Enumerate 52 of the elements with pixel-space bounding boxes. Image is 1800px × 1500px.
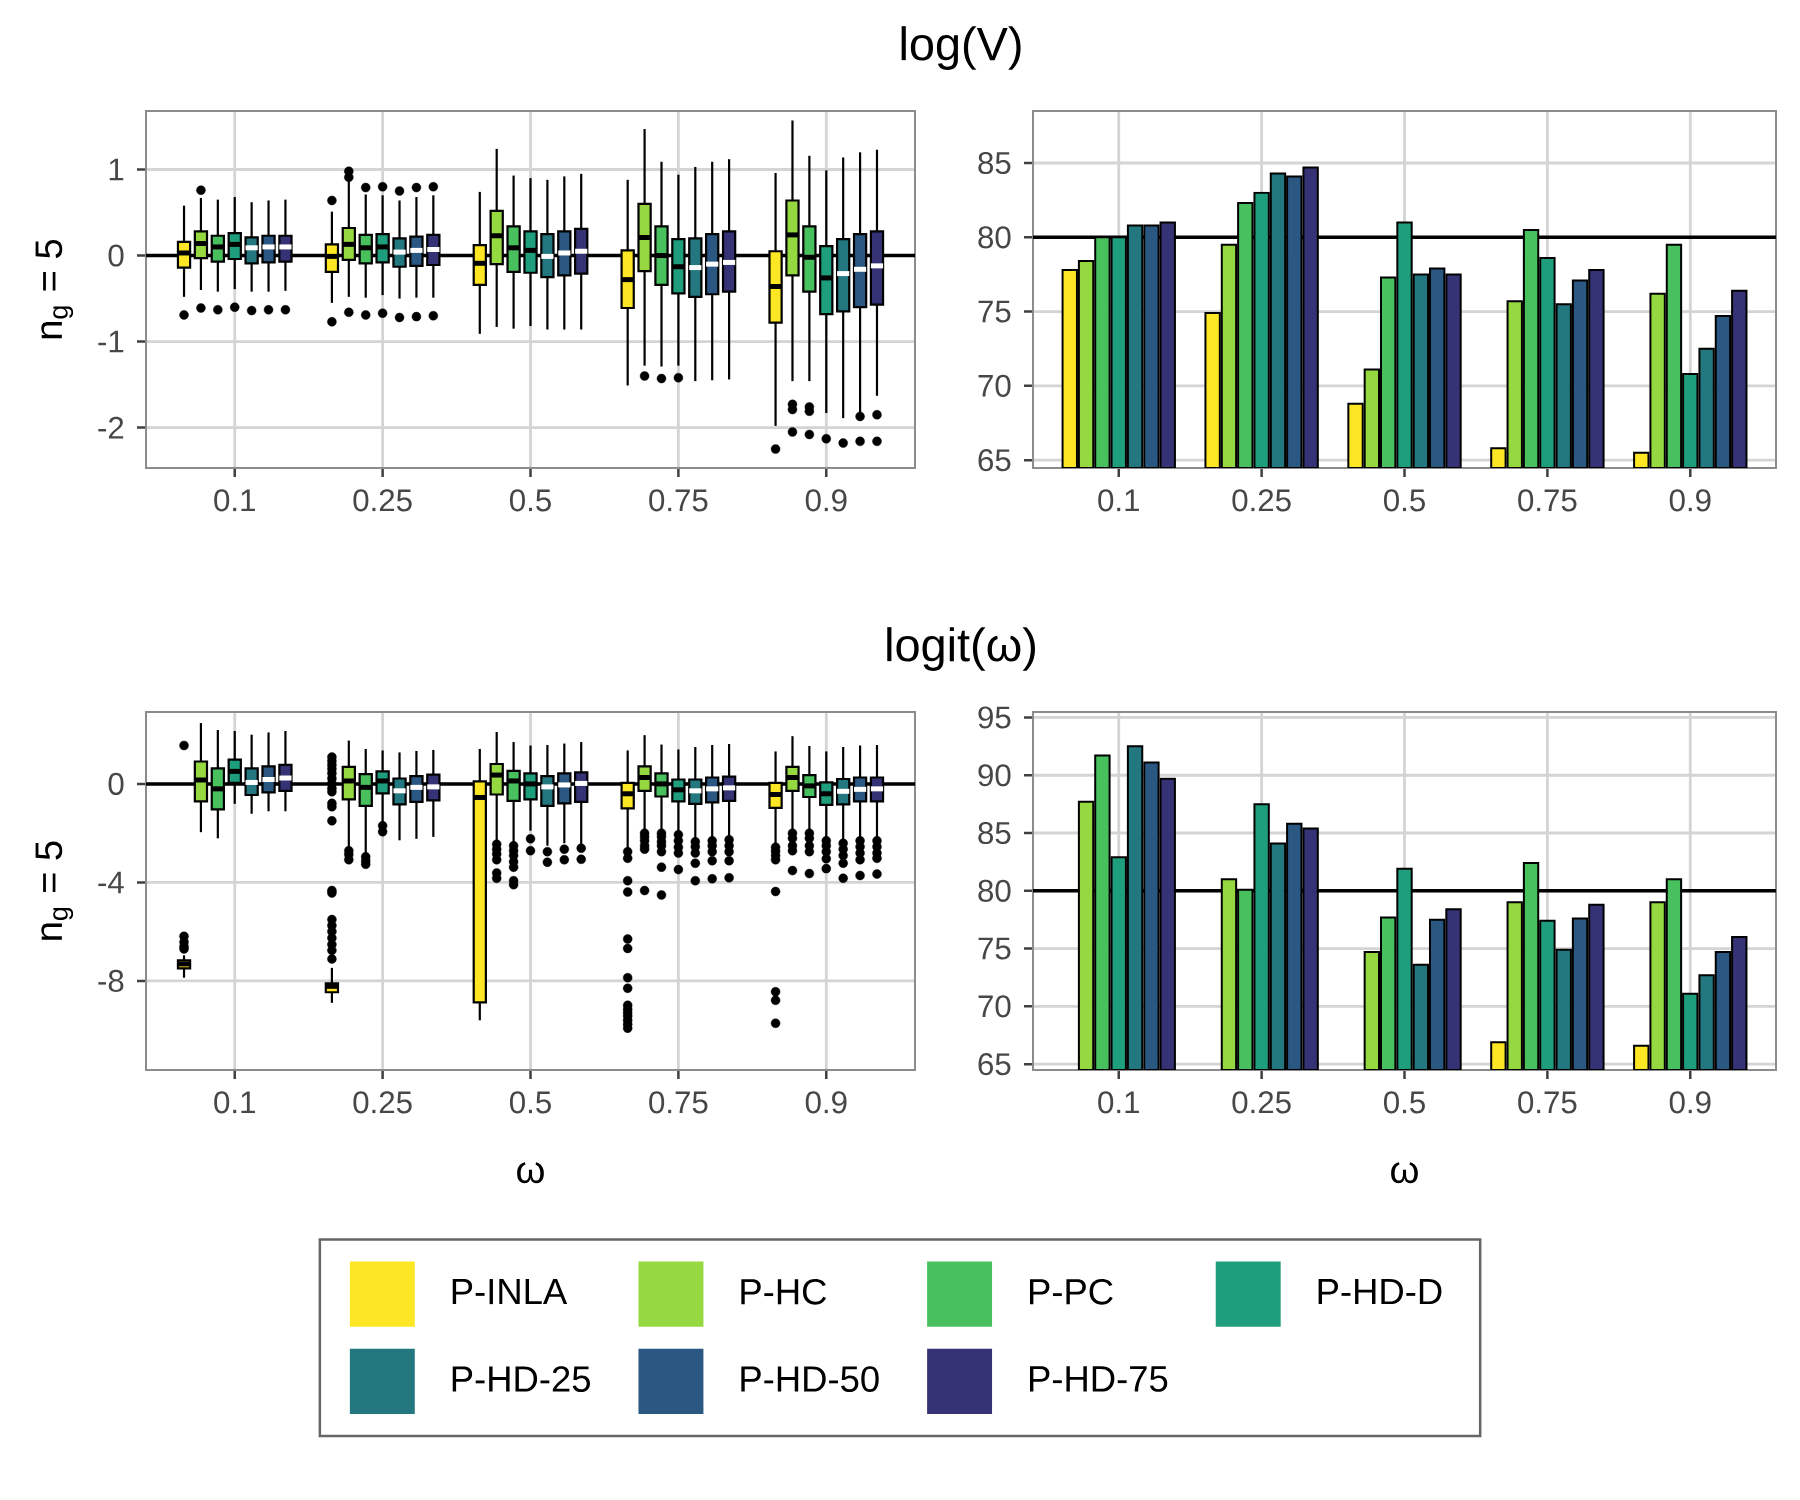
y-tick-label: 75 [978, 300, 1011, 323]
y-tick-label: 85 [978, 821, 1011, 845]
x-tick-label: 0.5 [509, 1091, 551, 1114]
x-tick-label: 0.5 [1383, 489, 1425, 512]
y-tick-label: -4 [98, 871, 124, 894]
y-tick-label: 0 [108, 772, 124, 796]
x-tick-label: 0.9 [1669, 1091, 1711, 1114]
y-tick-label: 80 [978, 879, 1011, 902]
y-tick-label: -2 [98, 416, 124, 439]
chart-title: logit(ω) [887, 627, 1035, 671]
x-tick-label: 0.25 [1232, 489, 1291, 512]
y-tick-label: 0 [108, 244, 124, 267]
x-tick-label: 0.9 [805, 1091, 847, 1114]
x-axis-title: ω [517, 1162, 544, 1184]
x-tick-label: 0.1 [1098, 1091, 1139, 1114]
x-tick-label: 0.1 [214, 489, 255, 512]
y-tick-label: 70 [978, 374, 1011, 397]
x-tick-label: 0.25 [353, 489, 412, 512]
y-axis-title: n$_{g}$ = 5 [35, 841, 74, 940]
x-tick-label: 0.75 [649, 1091, 708, 1114]
x-tick-label: 0.25 [1232, 1091, 1291, 1114]
y-tick-label: 70 [978, 995, 1011, 1018]
legend-label: P-HD-25 [452, 1366, 590, 1392]
y-tick-label: 1 [109, 158, 124, 181]
y-tick-label: 95 [978, 706, 1011, 729]
legend-label: P-INLA [452, 1279, 568, 1305]
x-tick-label: 0.1 [214, 1091, 255, 1114]
y-tick-label: 90 [978, 764, 1011, 787]
chart-title: log(V) [901, 26, 1021, 70]
x-tick-label: 0.9 [1669, 489, 1711, 512]
x-tick-label: 0.5 [509, 489, 551, 512]
x-tick-label: 0.5 [1383, 1091, 1425, 1114]
x-tick-label: 0.25 [353, 1091, 412, 1114]
legend-label: P-HD-D [1318, 1279, 1442, 1305]
y-tick-label: 85 [978, 151, 1011, 175]
x-axis-title: ω [1391, 1162, 1418, 1184]
legend-label: P-PC [1029, 1278, 1113, 1305]
y-tick-label: 80 [978, 226, 1011, 249]
y-tick-label: 65 [978, 1053, 1011, 1076]
x-tick-label: 0.1 [1098, 489, 1139, 512]
legend-label: P-HD-50 [741, 1366, 879, 1392]
y-tick-label: 65 [978, 449, 1011, 472]
y-tick-label: -1 [98, 330, 124, 353]
x-tick-label: 0.9 [805, 489, 847, 512]
x-tick-label: 0.75 [1518, 489, 1577, 512]
y-axis-title: n$_{g}$ = 5 [35, 239, 74, 339]
y-tick-label: 75 [978, 937, 1011, 960]
x-tick-label: 0.75 [649, 489, 708, 512]
x-tick-label: 0.75 [1518, 1091, 1577, 1114]
legend-label: P-HD-75 [1029, 1366, 1168, 1392]
y-tick-label: -8 [98, 969, 124, 992]
legend-label: P-HC [741, 1278, 827, 1305]
